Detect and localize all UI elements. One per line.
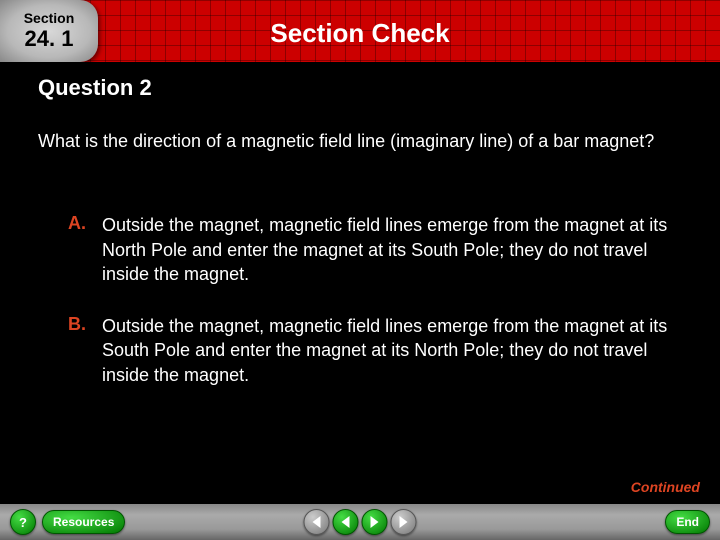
content: Question 2 What is the direction of a ma… [38,75,682,415]
last-icon [400,516,408,528]
question-label: Question 2 [38,75,682,101]
option-b: B. Outside the magnet, magnetic field li… [68,314,682,387]
prev-icon [342,516,350,528]
question-text: What is the direction of a magnetic fiel… [38,129,682,153]
help-icon: ? [19,515,27,530]
next-button[interactable] [362,509,388,535]
option-letter: A. [68,213,102,286]
option-text: Outside the magnet, magnetic field lines… [102,314,682,387]
last-button[interactable] [391,509,417,535]
help-button[interactable]: ? [10,509,36,535]
continued-label: Continued [631,479,700,495]
first-button[interactable] [304,509,330,535]
option-a: A. Outside the magnet, magnetic field li… [68,213,682,286]
prev-button[interactable] [333,509,359,535]
end-label: End [676,515,699,529]
resources-button[interactable]: Resources [42,510,125,534]
nav-controls [304,509,417,535]
end-button[interactable]: End [665,510,710,534]
footer-right: End [665,510,710,534]
resources-label: Resources [53,515,114,529]
footer-bar: ? Resources End [0,504,720,540]
page-title: Section Check [0,18,720,49]
next-icon [371,516,379,528]
first-icon [313,516,321,528]
option-text: Outside the magnet, magnetic field lines… [102,213,682,286]
footer-left: ? Resources [10,509,125,535]
option-letter: B. [68,314,102,387]
options-list: A. Outside the magnet, magnetic field li… [68,213,682,387]
